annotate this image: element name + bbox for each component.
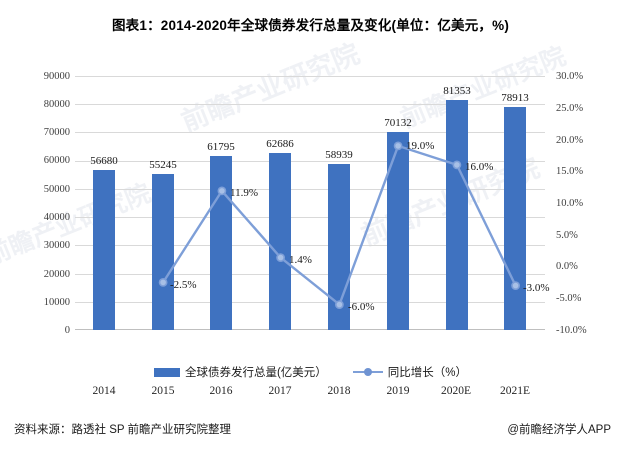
bar-value-label: 81353 (443, 85, 471, 97)
page-title: 图表1：2014-2020年全球债券发行总量及变化(单位：亿美元，%) (111, 18, 510, 33)
x-axis-label-2020E: 2020E (440, 385, 472, 397)
gridline (75, 245, 545, 246)
y-axis-left-tick: 70000 (43, 127, 70, 138)
growth-value-label: 11.9% (230, 187, 259, 199)
y-axis-left-tick: 0 (64, 325, 70, 336)
gridline (75, 302, 545, 303)
source-note: 资料来源：路透社 SP 前瞻产业研究院整理 (14, 424, 232, 436)
gridline (75, 104, 545, 105)
x-axis-label-2014: 2014 (92, 385, 116, 397)
y-axis-left-tick: 40000 (43, 212, 70, 223)
growth-line-path (161, 144, 517, 306)
growth-point-2018 (334, 300, 344, 309)
y-axis-left-tick: 10000 (43, 297, 70, 308)
y-axis-right-tick: 20.0% (556, 135, 584, 146)
growth-value-label: -3.0% (523, 282, 550, 294)
app-credit: @前瞻经济学人APP (507, 424, 611, 436)
x-axis-line (75, 329, 545, 330)
bar-value-label: 55245 (149, 159, 177, 171)
bar-value-label: 70132 (384, 117, 412, 129)
chart-legend: 全球债券发行总量(亿美元） 同比增长（%） (0, 364, 621, 380)
growth-point-2015 (158, 277, 168, 287)
legend-label-growth: 同比增长（%） (387, 367, 468, 379)
growth-value-label: -2.5% (170, 279, 197, 291)
bar-2019 (387, 132, 409, 330)
gridline (75, 132, 545, 133)
x-axis-label-2015: 2015 (151, 385, 175, 397)
growth-value-label: 1.4% (289, 254, 312, 266)
legend-item-growth[interactable]: 同比增长（%） (352, 364, 468, 380)
bar-2020E (446, 100, 468, 330)
growth-point-2020E (452, 160, 462, 170)
bar-value-label: 78913 (501, 92, 529, 104)
legend-label-bond-total: 全球债券发行总量(亿美元） (184, 367, 327, 379)
gridline (75, 76, 545, 77)
gridline (75, 274, 545, 275)
legend-swatch-line-icon (352, 367, 383, 377)
y-axis-left-tick: 20000 (43, 269, 70, 280)
y-axis-left-tick: 60000 (43, 155, 70, 166)
y-axis-right-tick: 0.0% (556, 261, 578, 272)
y-axis-left-tick: 30000 (43, 240, 70, 251)
legend-swatch-bar-icon (153, 367, 180, 377)
growth-value-label: 19.0% (406, 140, 435, 152)
y-axis-right-tick: -5.0% (556, 293, 582, 304)
x-axis-label-2021E: 2021E (499, 385, 531, 397)
gridline (75, 217, 545, 218)
legend-item-bond-total[interactable]: 全球债券发行总量(亿美元） (153, 364, 327, 380)
bar-2014 (93, 170, 115, 330)
bar-2015 (152, 174, 174, 330)
bar-2017 (269, 153, 291, 330)
growth-point-2019 (393, 141, 403, 151)
x-axis-label-2019: 2019 (386, 385, 410, 397)
growth-value-label: 16.0% (465, 161, 494, 173)
y-axis-right-tick: 10.0% (556, 198, 584, 209)
x-axis-label-2017: 2017 (268, 385, 292, 397)
plot-area: 56680 55245 61795 62686 58939 70132 8135… (75, 76, 550, 330)
x-axis-label-2016: 2016 (209, 385, 233, 397)
y-axis-right-tick: 25.0% (556, 103, 584, 114)
x-axis-label-2018: 2018 (327, 385, 351, 397)
gridline (75, 189, 545, 190)
bar-value-label: 62686 (266, 138, 294, 150)
growth-point-2021E (511, 281, 520, 290)
growth-point-2017 (276, 253, 285, 262)
plot-region: 90000 80000 70000 60000 50000 40000 3000… (0, 50, 621, 396)
growth-point-2016 (217, 186, 227, 196)
y-axis-right-tick: 15.0% (556, 166, 584, 177)
growth-value-label: -6.0% (348, 301, 375, 313)
bar-value-label: 56680 (90, 155, 118, 167)
y-axis-right-tick: 5.0% (556, 230, 578, 241)
bar-value-label: 58939 (325, 149, 353, 161)
y-axis-left-tick: 50000 (43, 184, 70, 195)
y-axis-left-tick: 80000 (43, 99, 70, 110)
y-axis-right-tick: -10.0% (556, 325, 587, 336)
growth-line-series (158, 141, 520, 309)
y-axis-right-tick: 30.0% (556, 71, 584, 82)
y-axis-left-tick: 90000 (43, 71, 70, 82)
bar-value-label: 61795 (207, 141, 235, 153)
gridline (75, 161, 545, 162)
